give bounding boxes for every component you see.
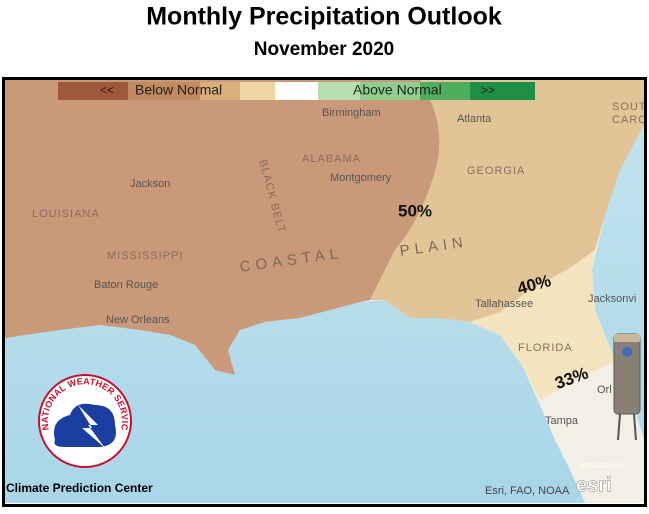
legend-swatch	[200, 82, 240, 100]
subtitle: November 2020	[254, 39, 394, 60]
legend-swatch	[360, 82, 420, 100]
credits: Esri, FAO, NOAA	[485, 485, 570, 497]
map-frame	[2, 77, 647, 507]
legend-swatch	[240, 82, 275, 100]
map: << Below Normal Above Normal >> Birmingh…	[5, 80, 649, 503]
legend-text: Below Normal	[135, 82, 222, 98]
place-label: SOUTH	[612, 101, 649, 113]
place-label: Orl	[597, 384, 612, 396]
legend-swatch	[318, 82, 360, 100]
place-label: LOUISIANA	[32, 208, 100, 220]
place-label: Baton Rouge	[94, 279, 158, 291]
place-label: Atlanta	[457, 113, 492, 125]
place-label: Jackson	[130, 178, 170, 190]
below-normal-area	[5, 80, 440, 375]
place-label: New Orleans	[106, 314, 170, 326]
place-label: Tampa	[545, 415, 579, 427]
place-label: MISSISSIPPI	[107, 250, 183, 262]
place-label: Montgomery	[330, 172, 392, 184]
source: Climate Prediction Center	[6, 481, 153, 495]
legend-swatch	[58, 82, 128, 100]
legend-swatch	[420, 82, 470, 100]
legend-swatch	[470, 82, 535, 100]
contour-label: 50%	[398, 201, 432, 220]
legend-text: <<	[100, 83, 114, 97]
forty-percent-area	[470, 250, 615, 400]
rain-gauge	[613, 333, 641, 441]
place-label: ALABAMA	[302, 153, 361, 165]
legend-text: >>	[481, 83, 495, 97]
legend-swatch	[128, 82, 200, 100]
place-label: Tallahassee	[475, 298, 533, 310]
place-label: CAROL	[612, 114, 649, 126]
place-label: GEORGIA	[467, 165, 525, 177]
legend-swatch	[275, 82, 318, 100]
title: Monthly Precipitation Outlook	[146, 3, 502, 31]
legend-text: Above Normal	[353, 82, 442, 98]
powered: POWERED BY	[578, 463, 626, 470]
esri-logo: esri	[576, 474, 612, 496]
place-label: Birmingham	[322, 107, 381, 119]
place-label: Jacksonvi	[588, 293, 636, 305]
fifty-percent-area	[370, 80, 644, 322]
place-label: FLORIDA	[518, 342, 573, 354]
